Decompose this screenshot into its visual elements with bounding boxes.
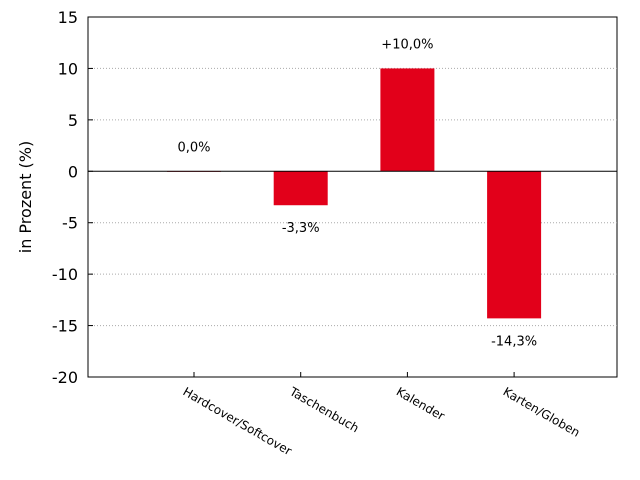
y-axis-title: in Prozent (%)	[16, 141, 35, 253]
data-label: 0,0%	[177, 140, 210, 155]
y-axis-ticks: 15 10 5 0 -5 -10 -15 -20	[52, 8, 93, 387]
y-tick-label: 5	[68, 111, 78, 130]
x-tick-label: Kalender	[394, 384, 447, 423]
y-tick-label: 0	[68, 162, 78, 181]
y-tick-label: -5	[62, 214, 78, 233]
y-tick-label: 15	[58, 8, 78, 27]
x-tick-label: Karten/Globen	[501, 384, 583, 439]
x-tick-label: Taschenbuch	[286, 384, 361, 435]
data-label: -3,3%	[282, 221, 320, 236]
bars	[167, 68, 542, 319]
bar	[487, 171, 542, 319]
y-tick-label: -20	[52, 368, 78, 387]
y-tick-label: -10	[52, 265, 78, 284]
x-tick-label: Hardcover/Softcover	[181, 384, 295, 458]
data-label: +10,0%	[381, 37, 433, 52]
y-tick-label: 10	[58, 59, 78, 78]
y-tick-label: -15	[52, 317, 78, 336]
grid-lines	[88, 67, 617, 327]
bar	[380, 68, 435, 172]
bar	[273, 171, 328, 206]
data-label: -14,3%	[491, 334, 537, 349]
data-labels: 0,0% -3,3% +10,0% -14,3%	[177, 37, 537, 349]
